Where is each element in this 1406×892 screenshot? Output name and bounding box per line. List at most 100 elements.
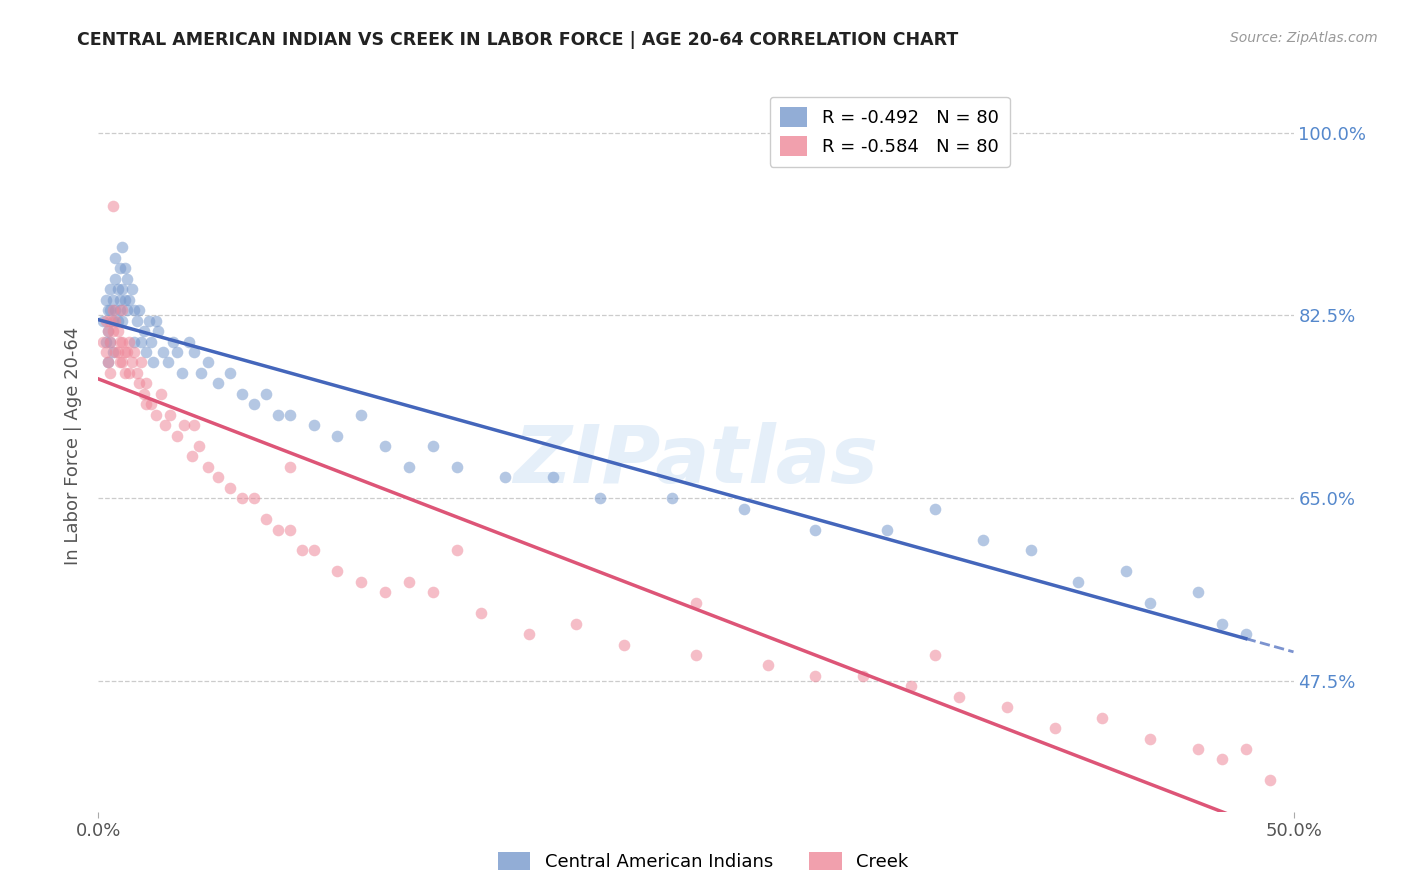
Point [166, 428, 188, 442]
Point [207, 376, 229, 391]
Point [685, 596, 707, 610]
Point [118, 334, 141, 349]
Point [98, 334, 122, 349]
Point [172, 366, 194, 380]
Point [1019, 543, 1042, 558]
Point [111, 334, 134, 349]
Point [107, 324, 129, 338]
Point [131, 355, 153, 369]
Point [135, 345, 157, 359]
Point [446, 543, 468, 558]
Legend: R = -0.492   N = 80, R = -0.584   N = 80: R = -0.492 N = 80, R = -0.584 N = 80 [769, 96, 1010, 167]
Point [101, 345, 124, 359]
Point [128, 376, 150, 391]
Point [995, 700, 1018, 714]
Point [350, 408, 373, 422]
Point [166, 345, 188, 359]
Point [1043, 721, 1066, 735]
Point [1187, 742, 1209, 756]
Point [114, 293, 136, 307]
Point [398, 574, 420, 589]
Point [121, 282, 143, 296]
Point [422, 585, 444, 599]
Point [159, 408, 181, 422]
Point [124, 334, 146, 349]
Point [101, 324, 124, 338]
Point [101, 303, 124, 318]
Point [278, 459, 301, 474]
Point [924, 648, 946, 662]
Point [231, 491, 253, 506]
Point [183, 418, 205, 433]
Point [108, 355, 131, 369]
Point [98, 282, 122, 296]
Point [115, 272, 138, 286]
Point [1234, 627, 1257, 641]
Point [756, 658, 779, 673]
Point [91, 334, 114, 349]
Point [104, 272, 127, 286]
Point [948, 690, 970, 704]
Point [111, 303, 134, 318]
Point [104, 251, 127, 265]
Point [852, 669, 875, 683]
Point [98, 303, 122, 318]
Point [267, 408, 290, 422]
Point [135, 397, 157, 411]
Point [197, 459, 219, 474]
Point [118, 293, 141, 307]
Point [108, 261, 131, 276]
Point [121, 355, 143, 369]
Point [132, 386, 155, 401]
Point [142, 355, 165, 369]
Point [97, 355, 120, 369]
Point [145, 313, 167, 327]
Point [132, 324, 155, 338]
Point [138, 313, 160, 327]
Point [661, 491, 683, 506]
Point [125, 313, 148, 327]
Point [97, 303, 120, 318]
Point [115, 345, 138, 359]
Point [139, 334, 162, 349]
Point [1091, 711, 1114, 725]
Point [1067, 574, 1090, 589]
Text: Source: ZipAtlas.com: Source: ZipAtlas.com [1230, 31, 1378, 45]
Point [97, 324, 120, 338]
Point [128, 303, 150, 318]
Legend: Central American Indians, Creek: Central American Indians, Creek [491, 845, 915, 879]
Point [374, 439, 396, 453]
Point [804, 669, 827, 683]
Point [183, 345, 205, 359]
Point [1211, 752, 1233, 766]
Point [207, 470, 229, 484]
Point [254, 512, 277, 526]
Point [197, 355, 219, 369]
Point [162, 334, 184, 349]
Point [326, 565, 349, 579]
Point [254, 386, 277, 401]
Point [291, 543, 314, 558]
Point [107, 313, 129, 327]
Point [114, 261, 136, 276]
Point [124, 303, 146, 318]
Point [589, 491, 612, 506]
Point [97, 324, 120, 338]
Point [101, 199, 124, 213]
Point [219, 481, 242, 495]
Point [108, 293, 131, 307]
Point [111, 313, 134, 327]
Point [187, 439, 209, 453]
Point [135, 376, 157, 391]
Point [108, 303, 131, 318]
Point [302, 418, 325, 433]
Point [97, 355, 120, 369]
Point [114, 345, 136, 359]
Point [900, 679, 922, 693]
Point [111, 355, 134, 369]
Point [350, 574, 373, 589]
Point [179, 334, 201, 349]
Point [94, 345, 117, 359]
Point [494, 470, 516, 484]
Point [114, 366, 136, 380]
